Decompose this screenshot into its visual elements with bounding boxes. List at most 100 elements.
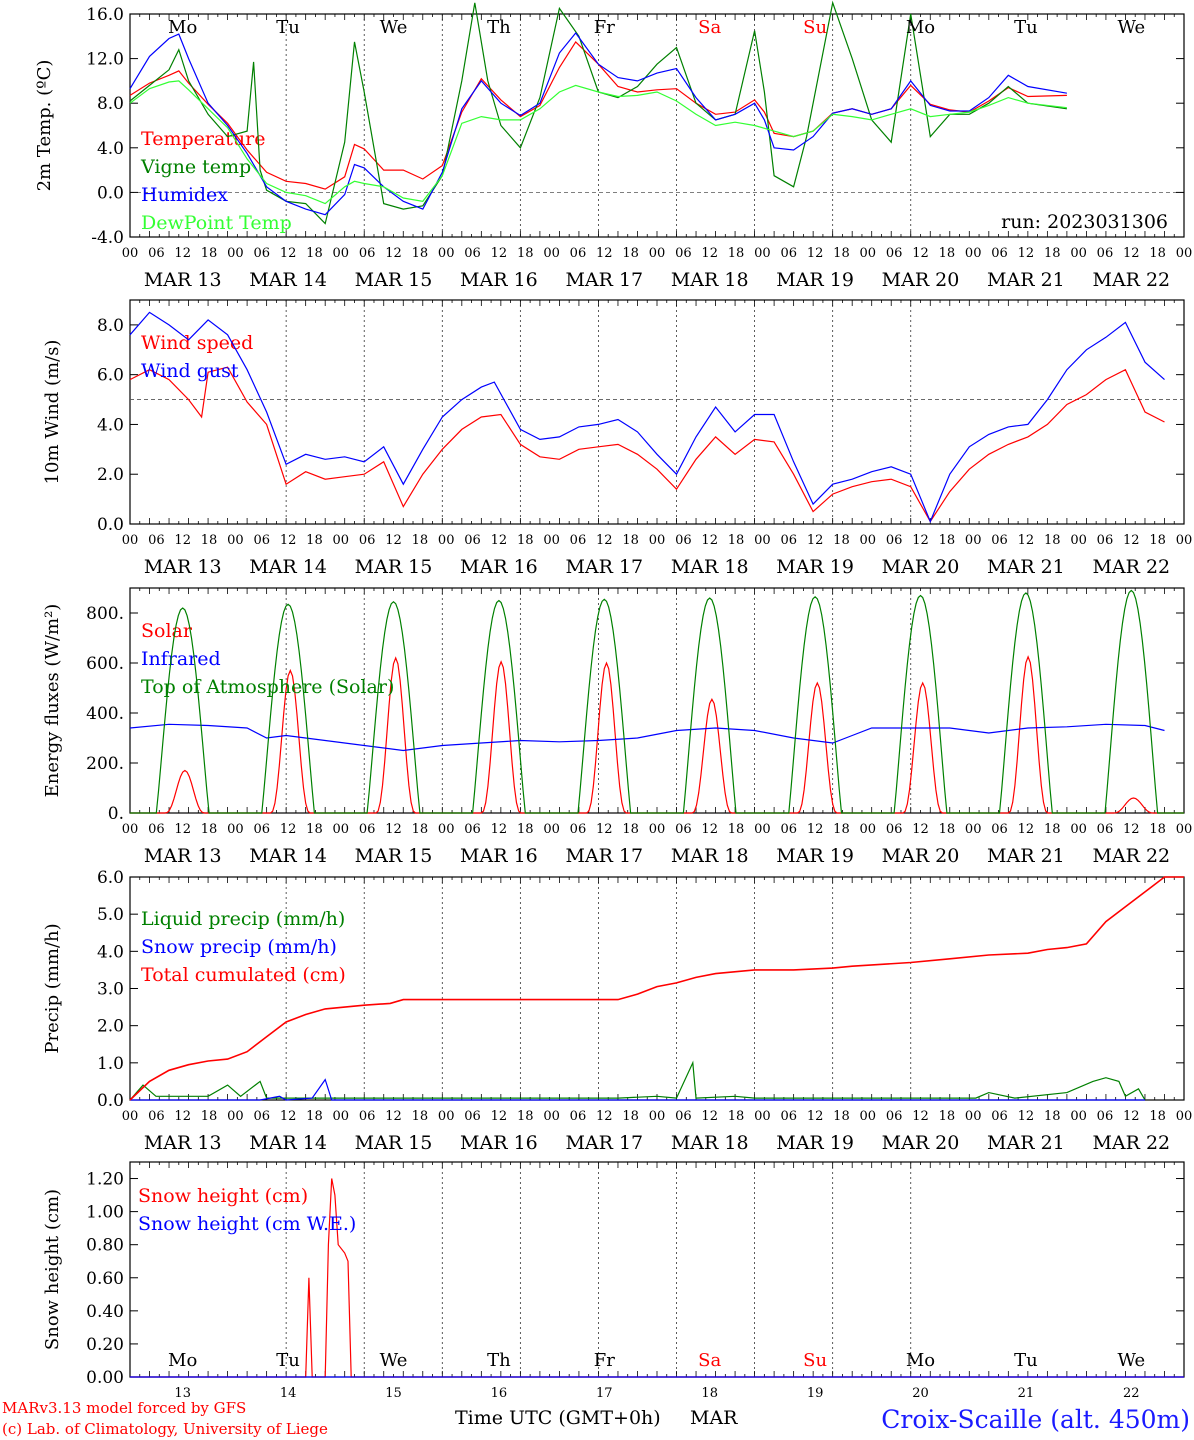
hour-tick-label: 12 bbox=[701, 533, 718, 548]
legend-entry: DewPoint Temp bbox=[141, 212, 292, 234]
day-name: We bbox=[1117, 1350, 1145, 1371]
hour-tick-label: 06 bbox=[359, 533, 376, 548]
legend-entry: Liquid precip (mm/h) bbox=[141, 908, 345, 930]
day-number: 13 bbox=[174, 1386, 191, 1401]
day-number: 15 bbox=[385, 1386, 402, 1401]
hour-tick-label: 12 bbox=[912, 246, 929, 261]
hour-tick-label: 18 bbox=[1044, 246, 1061, 261]
hour-tick-label: 12 bbox=[596, 822, 613, 837]
hour-tick-label: 00 bbox=[543, 1109, 560, 1124]
series-line-humidex bbox=[129, 32, 1068, 216]
hour-tick-label: 00 bbox=[227, 246, 244, 261]
hour-tick-label: 12 bbox=[491, 533, 508, 548]
hour-tick-label: 00 bbox=[754, 1109, 771, 1124]
station-title: Croix-Scaille (alt. 450m) bbox=[881, 1405, 1190, 1434]
hour-tick-label: 00 bbox=[1070, 822, 1087, 837]
hour-tick-label: 00 bbox=[333, 246, 350, 261]
hour-tick-label: 12 bbox=[701, 1109, 718, 1124]
date-label: MAR 17 bbox=[565, 845, 643, 867]
hour-tick-label: 06 bbox=[464, 1109, 481, 1124]
time-axis-title: Time UTC (GMT+0h) bbox=[455, 1407, 661, 1429]
date-label: MAR 13 bbox=[144, 556, 222, 578]
y-tick-label: 6.0 bbox=[97, 868, 124, 888]
hour-tick-label: 18 bbox=[1044, 533, 1061, 548]
hour-tick-label: 00 bbox=[122, 533, 139, 548]
day-number: 21 bbox=[1018, 1386, 1035, 1401]
hour-tick-label: 12 bbox=[1018, 822, 1035, 837]
day-name: We bbox=[380, 1350, 408, 1371]
hour-tick-label: 18 bbox=[833, 533, 850, 548]
day-number: 20 bbox=[912, 1386, 929, 1401]
day-name: Th bbox=[487, 17, 511, 38]
date-label: MAR 14 bbox=[249, 269, 327, 291]
day-name: Fr bbox=[594, 17, 615, 38]
hour-tick-label: 06 bbox=[253, 822, 270, 837]
hour-tick-label: 06 bbox=[148, 1109, 165, 1124]
hour-tick-label: 06 bbox=[570, 1109, 587, 1124]
hour-tick-label: 00 bbox=[227, 822, 244, 837]
hour-tick-label: 06 bbox=[1097, 822, 1114, 837]
legend-entry: Total cumulated (cm) bbox=[141, 964, 346, 986]
hour-tick-label: 00 bbox=[438, 1109, 455, 1124]
hour-tick-label: 00 bbox=[543, 246, 560, 261]
date-label: MAR 21 bbox=[987, 845, 1065, 867]
y-tick-label: 3.0 bbox=[97, 980, 124, 1000]
hour-tick-label: 18 bbox=[201, 822, 218, 837]
hour-tick-label: 12 bbox=[807, 822, 824, 837]
hour-tick-label: 18 bbox=[728, 246, 745, 261]
hour-tick-label: 06 bbox=[464, 246, 481, 261]
hour-tick-label: 12 bbox=[174, 822, 191, 837]
day-name: Sa bbox=[698, 17, 721, 38]
hour-tick-label: 00 bbox=[1070, 1109, 1087, 1124]
hour-tick-label: 00 bbox=[543, 822, 560, 837]
hour-tick-label: 12 bbox=[807, 1109, 824, 1124]
hour-tick-label: 00 bbox=[649, 1109, 666, 1124]
date-label: MAR 16 bbox=[460, 269, 538, 291]
day-name: Sa bbox=[698, 1350, 721, 1371]
credit-line-2: (c) Lab. of Climatology, University of L… bbox=[2, 1420, 328, 1438]
date-label: MAR 19 bbox=[776, 845, 854, 867]
hour-tick-label: 12 bbox=[1123, 246, 1140, 261]
hour-tick-label: 12 bbox=[280, 822, 297, 837]
day-name: Mo bbox=[906, 17, 935, 38]
y-tick-label: 400. bbox=[86, 704, 124, 724]
hour-tick-label: 18 bbox=[1044, 1109, 1061, 1124]
hour-tick-label: 06 bbox=[464, 533, 481, 548]
date-label: MAR 14 bbox=[249, 845, 327, 867]
hour-tick-label: 18 bbox=[201, 533, 218, 548]
hour-tick-label: 06 bbox=[148, 533, 165, 548]
date-label: MAR 13 bbox=[144, 269, 222, 291]
hour-tick-label: 00 bbox=[122, 1109, 139, 1124]
day-number: 14 bbox=[280, 1386, 297, 1401]
date-label: MAR 18 bbox=[671, 556, 749, 578]
series-line-top-of-atmosphere-solar- bbox=[130, 589, 1184, 814]
date-label: MAR 17 bbox=[565, 556, 643, 578]
hour-tick-label: 00 bbox=[1070, 533, 1087, 548]
hour-tick-label: 00 bbox=[965, 822, 982, 837]
hour-tick-label: 06 bbox=[359, 822, 376, 837]
date-label: MAR 20 bbox=[882, 269, 960, 291]
y-axis-label: Precip (mm/h) bbox=[42, 923, 63, 1053]
series-line-liquid-precip-mm-h- bbox=[129, 1060, 1146, 1101]
y-tick-label: 16.0 bbox=[86, 5, 124, 25]
month-label: MAR bbox=[690, 1407, 738, 1429]
day-name: Tu bbox=[276, 17, 300, 38]
hour-tick-label: 18 bbox=[517, 1109, 534, 1124]
hour-tick-label: 00 bbox=[649, 246, 666, 261]
hour-tick-label: 06 bbox=[359, 1109, 376, 1124]
hour-tick-label: 00 bbox=[1070, 246, 1087, 261]
hour-tick-label: 18 bbox=[306, 246, 323, 261]
series-line-total-cumulated-cm- bbox=[129, 876, 1184, 1101]
panel-precip: 0.0 1.0 2.0 3.0 4.0 5.0 6.0 Precip (mm/h) Liquid… bbox=[42, 868, 1192, 1154]
hour-tick-label: 12 bbox=[596, 1109, 613, 1124]
hour-tick-label: 12 bbox=[385, 1109, 402, 1124]
hour-tick-label: 12 bbox=[491, 246, 508, 261]
series-line-infrared bbox=[129, 723, 1165, 752]
hour-tick-label: 00 bbox=[227, 533, 244, 548]
hour-tick-label: 00 bbox=[649, 533, 666, 548]
hour-tick-label: 00 bbox=[543, 533, 560, 548]
hour-tick-label: 18 bbox=[622, 1109, 639, 1124]
hour-tick-label: 00 bbox=[649, 822, 666, 837]
y-tick-label: 200. bbox=[86, 754, 124, 774]
